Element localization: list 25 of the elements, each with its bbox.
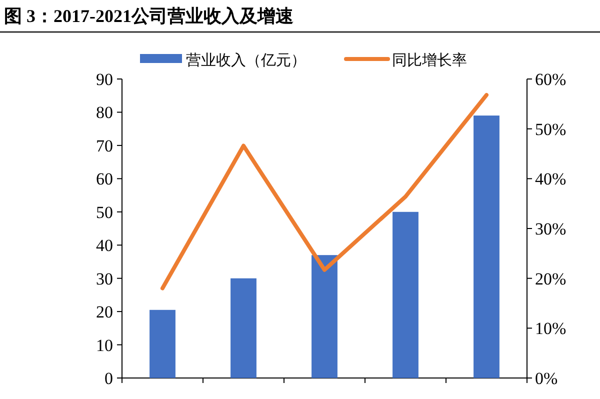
legend-label: 营业收入（亿元） — [186, 51, 306, 69]
y2-tick-label: 60% — [535, 70, 566, 89]
y-tick-label: 80 — [96, 103, 113, 122]
y2-tick-label: 10% — [535, 319, 566, 338]
y-tick-label: 60 — [96, 170, 113, 189]
y2-tick-label: 0% — [535, 369, 558, 388]
bar — [230, 278, 256, 378]
y2-tick-label: 20% — [535, 269, 566, 288]
y-tick-label: 50 — [96, 202, 113, 222]
y-tick-label: 0 — [104, 369, 113, 388]
y2-tick-label: 50% — [535, 120, 566, 139]
y-tick-label: 40 — [96, 236, 113, 256]
bar — [474, 116, 500, 378]
bar — [312, 255, 338, 378]
y-tick-label: 70 — [96, 136, 113, 156]
y-tick-label: 20 — [96, 302, 113, 322]
y-tick-label: 10 — [96, 336, 113, 355]
bar — [392, 212, 418, 378]
y2-tick-label: 30% — [535, 220, 566, 238]
bar — [150, 310, 176, 378]
y-tick-label: 30 — [96, 269, 113, 288]
y-tick-label: 90 — [96, 70, 113, 89]
y2-tick-label: 40% — [535, 170, 566, 189]
chart-title: 图 3：2017-2021公司营业收入及增速 — [4, 6, 294, 26]
legend-label: 同比增长率 — [392, 51, 467, 69]
